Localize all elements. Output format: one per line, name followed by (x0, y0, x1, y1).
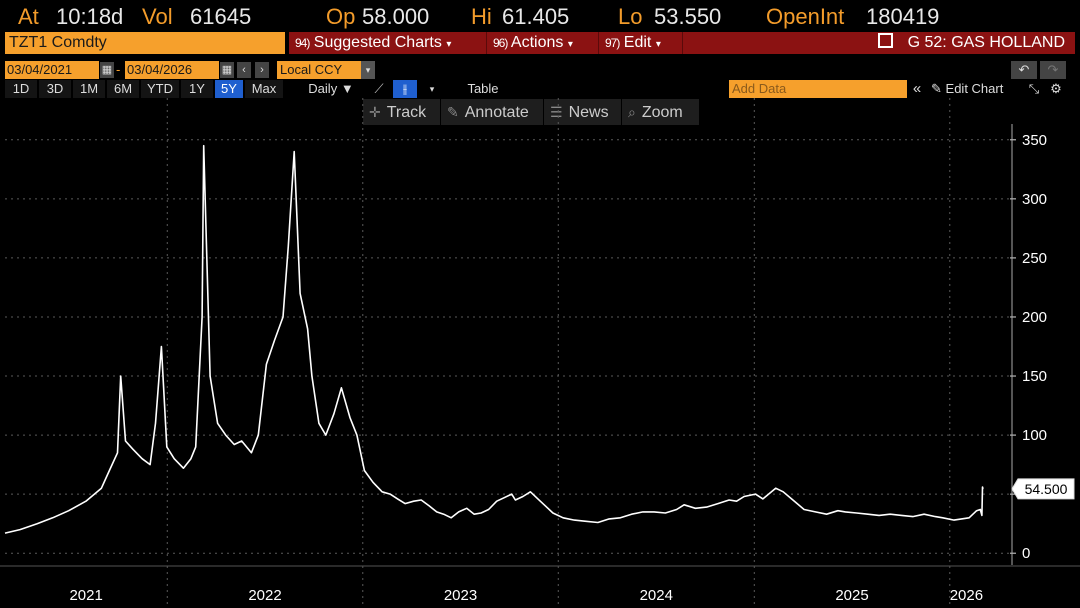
chart-tools: ✛ Track ✎ Annotate ☰ News ⌕ Zoom (363, 99, 700, 125)
y-tick-label: 150 (1022, 368, 1047, 385)
at-value: 10:18d (56, 4, 124, 29)
x-tick-label: 2024 (640, 587, 673, 604)
x-tick-label: 2021 (69, 587, 102, 604)
y-tick-label: 200 (1022, 309, 1047, 326)
page-title: G 52: GAS HOLLAND (907, 34, 1065, 51)
last-value-label: 54.500 (1025, 481, 1068, 497)
calendar-icon[interactable]: ▦ (220, 62, 234, 78)
annotate-label: Annotate (464, 104, 529, 121)
suggested-charts-button[interactable]: 94) Suggested Charts ▾ (289, 32, 487, 54)
y-tick-label: 0 (1022, 545, 1030, 562)
gear-icon[interactable]: ⚙ (1050, 81, 1062, 96)
chevron-down-icon: ▾ (361, 61, 375, 79)
line-chart-icon[interactable]: ⟋ (374, 81, 384, 96)
chevron-down-icon: ▾ (446, 39, 452, 50)
vol-value: 61645 (190, 4, 252, 29)
x-tick-label: 2025 (835, 587, 868, 604)
chevron-down-icon: ▾ (655, 39, 661, 50)
date-range-bar: 03/04/2021 ▦ - 03/04/2026 ▦ ‹ › Local CC… (5, 61, 1075, 79)
function-bar: 94) Suggested Charts ▾ 96) Actions ▾ 97)… (289, 32, 1075, 54)
edit-button[interactable]: 97) Edit ▾ (599, 32, 683, 54)
pencil-icon: ✎ (931, 81, 942, 96)
chevron-down-icon: ▾ (567, 39, 573, 50)
period-1d[interactable]: 1D (5, 80, 37, 98)
edit-chart-label: Edit Chart (945, 81, 1004, 96)
y-tick-label: 100 (1022, 427, 1047, 444)
zoom-tool[interactable]: ⌕ Zoom (622, 99, 700, 125)
redo-icon[interactable]: ↷ (1040, 61, 1066, 79)
edit-number: 97) (605, 36, 620, 50)
chevron-down-icon[interactable]: ▾ (429, 84, 435, 94)
period-1m[interactable]: 1M (73, 80, 105, 98)
at-label: At (18, 4, 39, 29)
crosshair-icon: ✛ (369, 104, 381, 120)
chart-options-bar: 1D 3D 1M 6M YTD 1Y 5Y Max Daily ▼ ⟋ ⫲ ▾ Table A… (5, 80, 1075, 98)
x-tick-label: 2026 (950, 587, 983, 604)
pencil-icon: ✎ (447, 104, 459, 120)
period-6m[interactable]: 6M (107, 80, 139, 98)
edit-chart-button[interactable]: ✎ Edit Chart (931, 80, 1021, 98)
y-tick-label: 300 (1022, 191, 1047, 208)
actions-number: 96) (493, 36, 508, 50)
magnifier-icon: ⌕ (628, 104, 636, 120)
open-interest-value: 180419 (866, 4, 940, 29)
last-value-tag (1011, 478, 1075, 500)
chevron-right-icon[interactable]: › (255, 62, 269, 78)
news-tool[interactable]: ☰ News (544, 99, 622, 125)
y-tick-label: 250 (1022, 250, 1047, 267)
calendar-icon[interactable]: ▦ (100, 62, 114, 78)
x-tick-label: 2022 (248, 587, 281, 604)
command-bar: TZT1 Comdty 94) Suggested Charts ▾ 96) A… (5, 32, 1075, 54)
zoom-label: Zoom (641, 104, 683, 121)
news-icon: ☰ (550, 104, 563, 120)
collapse-icon[interactable]: « (912, 80, 922, 97)
end-date-input[interactable]: 03/04/2026 (125, 61, 219, 79)
suggested-label: Suggested Charts (313, 34, 442, 51)
page-title-link[interactable]: G 52: GAS HOLLAND (878, 32, 1065, 54)
table-button[interactable]: Table (467, 81, 499, 96)
low-label: Lo (618, 4, 643, 29)
candle-chart-icon[interactable]: ⫲ (393, 80, 417, 98)
undo-icon[interactable]: ↶ (1011, 61, 1037, 79)
currency-value: Local CCY (280, 62, 343, 77)
external-link-icon (878, 33, 894, 48)
annotate-tool[interactable]: ✎ Annotate (441, 99, 544, 125)
period-max[interactable]: Max (245, 80, 283, 98)
track-label: Track (386, 104, 427, 121)
y-tick-label: 350 (1022, 132, 1047, 149)
period-ytd[interactable]: YTD (141, 80, 179, 98)
add-data-input[interactable]: Add Data (729, 80, 907, 98)
vol-label: Vol (142, 4, 173, 29)
open-label: Op (326, 4, 356, 29)
actions-button[interactable]: 96) Actions ▾ (487, 32, 599, 54)
quote-header: At 10:18d Vol 61645 Op 58.000 Hi 61.405 … (0, 0, 1080, 32)
open-interest-label: OpenInt (766, 4, 845, 29)
open-value: 58.000 (362, 4, 430, 29)
expand-icon[interactable]: ⤡ (1028, 81, 1040, 96)
period-3d[interactable]: 3D (39, 80, 71, 98)
chevron-left-icon[interactable]: ‹ (237, 62, 251, 78)
range-dash: - (116, 62, 121, 77)
start-date-input[interactable]: 03/04/2021 (5, 61, 99, 79)
x-tick-label: 2023 (444, 587, 477, 604)
price-series-line (4, 144, 984, 534)
track-tool[interactable]: ✛ Track (363, 99, 441, 125)
high-value: 61.405 (502, 4, 570, 29)
frequency-select[interactable]: Daily ▼ (301, 80, 361, 98)
low-value: 53.550 (654, 4, 722, 29)
frequency-value: Daily (308, 81, 338, 96)
actions-label: Actions (510, 34, 564, 51)
period-5y[interactable]: 5Y (215, 80, 243, 98)
currency-select[interactable]: Local CCY ▾ (277, 61, 375, 79)
suggested-number: 94) (295, 36, 310, 50)
chevron-down-icon: ▼ (340, 81, 354, 96)
edit-label: Edit (623, 34, 652, 51)
period-1y[interactable]: 1Y (181, 80, 213, 98)
high-label: Hi (471, 4, 492, 29)
news-label: News (568, 104, 609, 121)
ticker-field[interactable]: TZT1 Comdty (5, 32, 285, 54)
